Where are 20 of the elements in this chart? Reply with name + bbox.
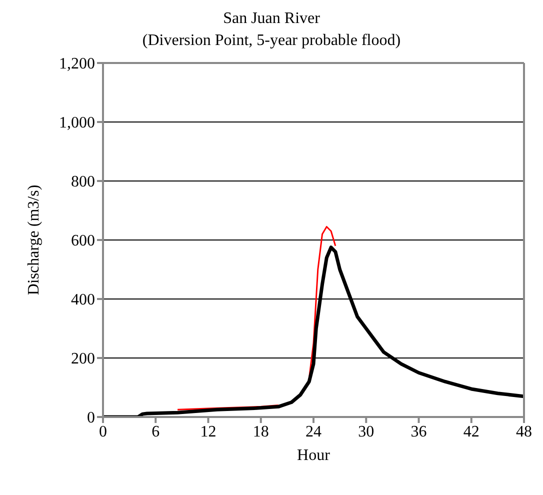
x-tick-label: 36 [410,423,427,440]
x-tick-label: 18 [252,423,269,440]
y-tick-label: 800 [71,174,95,191]
chart-subtitle: (Diversion Point, 5-year probable flood) [141,31,402,51]
y-tick-label: 0 [87,410,95,427]
x-tick-label: 42 [463,423,480,440]
y-tick-label: 600 [71,232,95,250]
x-tick-label: 6 [152,423,160,440]
x-tick-label: 12 [200,423,216,440]
y-tick-label: 400 [71,292,95,309]
x-tick-label: 24 [306,423,322,440]
y-tick-label: 200 [71,350,95,368]
x-tick-label: 0 [99,423,107,440]
x-tick-label: 48 [516,423,532,440]
x-tick-label: 30 [358,423,374,440]
chart-title: San Juan River [222,9,321,29]
y-tick-label: 1,000 [59,114,95,132]
y-tick-label: 1,200 [59,56,95,73]
x-axis-title: Hour [297,447,331,464]
y-axis-title: Discharge (m3/s) [26,184,43,296]
